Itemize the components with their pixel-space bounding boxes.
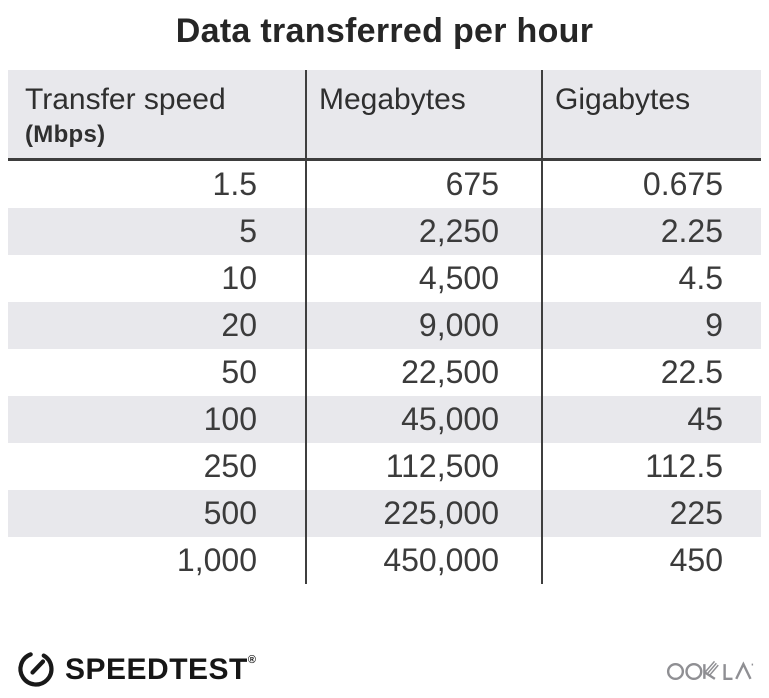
ookla-wordmark-icon — [666, 660, 754, 681]
header-megabytes: Megabytes — [305, 70, 541, 158]
speedtest-wordmark: SPEEDTEST® — [65, 653, 256, 687]
cell-megabytes: 45,000 — [305, 396, 541, 443]
cell-megabytes: 675 — [305, 161, 541, 208]
cell-speed: 1.5 — [212, 166, 257, 202]
registered-trademark-mark: ® — [247, 654, 257, 666]
header-transfer-speed-unit: (Mbps) — [25, 121, 106, 148]
speedtest-wordmark-text: SPEEDTEST — [65, 653, 248, 686]
speedtest-gauge-icon — [16, 648, 56, 693]
cell-gigabytes: 225 — [541, 490, 761, 537]
table-body: 1.5 675 0.675 5 2,250 2.25 10 4,500 4.5 … — [8, 161, 761, 584]
table-row: 10 4,500 4.5 — [8, 255, 761, 302]
header-transfer-speed-label: Transfer speed — [25, 83, 226, 116]
header-gigabytes: Gigabytes — [541, 70, 761, 158]
table-header-row: Transfer speed (Mbps) Megabytes Gigabyte… — [8, 70, 761, 161]
cell-gigabytes: 45 — [541, 396, 761, 443]
header-transfer-speed: Transfer speed (Mbps) — [8, 70, 305, 158]
cell-gigabytes: 22.5 — [541, 349, 761, 396]
cell-speed: 1,000 — [176, 542, 257, 578]
cell-megabytes: 112,500 — [305, 443, 541, 490]
data-table: Transfer speed (Mbps) Megabytes Gigabyte… — [8, 70, 761, 584]
cell-gigabytes: 0.675 — [541, 161, 761, 208]
cell-megabytes: 22,500 — [305, 349, 541, 396]
cell-gigabytes: 4.5 — [541, 255, 761, 302]
ookla-logo — [665, 655, 755, 685]
table-row: 1.5 675 0.675 — [8, 161, 761, 208]
table-row: 500 225,000 225 — [8, 490, 761, 537]
table-row: 20 9,000 9 — [8, 302, 761, 349]
cell-megabytes: 225,000 — [305, 490, 541, 537]
cell-gigabytes: 2.25 — [541, 208, 761, 255]
cell-speed: 5 — [239, 213, 257, 249]
table-row: 250 112,500 112.5 — [8, 443, 761, 490]
cell-speed: 500 — [203, 495, 257, 531]
cell-gigabytes: 9 — [541, 302, 761, 349]
cell-gigabytes: 450 — [541, 537, 761, 584]
table-row: 1,000 450,000 450 — [8, 537, 761, 584]
cell-speed: 10 — [221, 260, 257, 296]
table-row: 50 22,500 22.5 — [8, 349, 761, 396]
cell-megabytes: 9,000 — [305, 302, 541, 349]
cell-speed: 100 — [203, 401, 257, 437]
page-title: Data transferred per hour — [175, 12, 594, 50]
cell-speed: 50 — [221, 354, 257, 390]
table-row: 5 2,250 2.25 — [8, 208, 761, 255]
cell-megabytes: 4,500 — [305, 255, 541, 302]
cell-speed: 20 — [221, 307, 257, 343]
cell-megabytes: 2,250 — [305, 208, 541, 255]
table-row: 100 45,000 45 — [8, 396, 761, 443]
speedtest-logo: SPEEDTEST® — [16, 648, 256, 693]
cell-speed: 250 — [203, 448, 257, 484]
cell-megabytes: 450,000 — [305, 537, 541, 584]
footer: SPEEDTEST® — [16, 648, 755, 692]
cell-gigabytes: 112.5 — [541, 443, 761, 490]
